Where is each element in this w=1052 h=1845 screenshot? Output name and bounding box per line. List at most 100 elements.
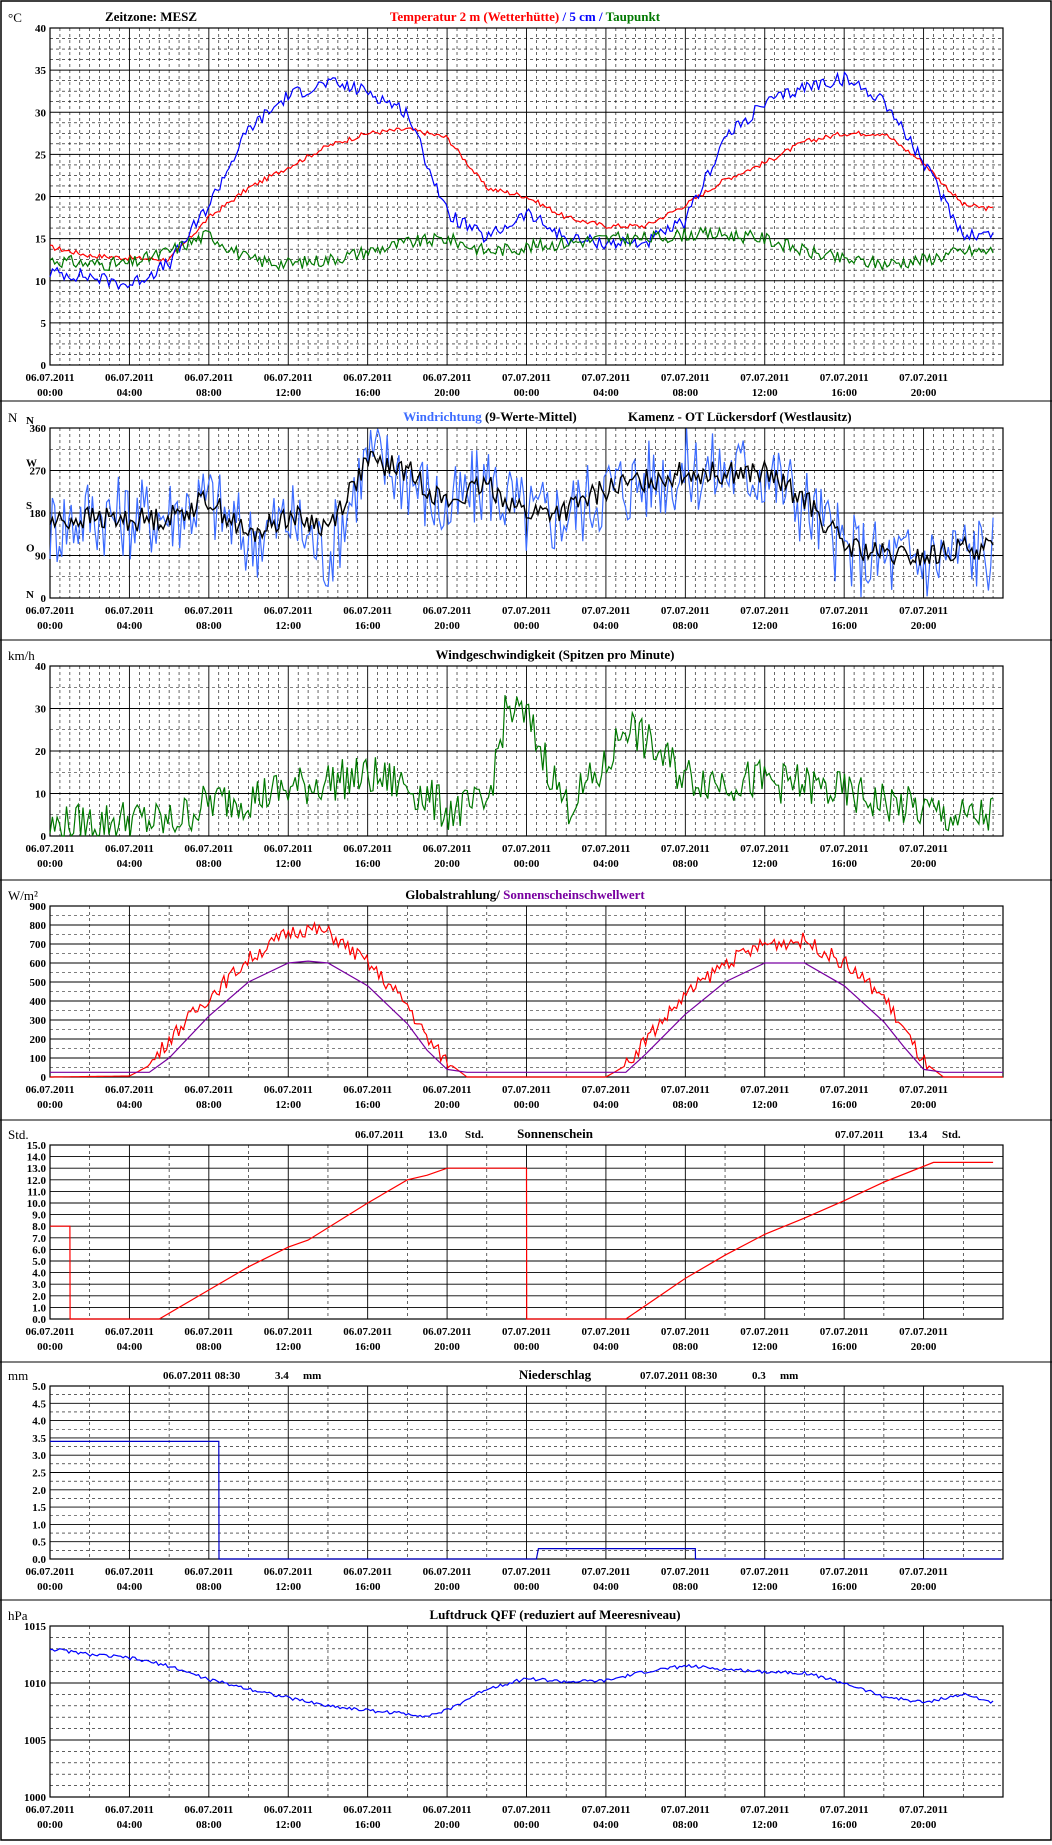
- y-tick-label: 1.0: [32, 1519, 46, 1531]
- series-line-qff: [50, 1648, 994, 1718]
- panel-pressure: 1000 1005 1010 1015 06.07.2011 00:00 06.07.201…: [8, 1607, 1004, 1831]
- x-tick-date: 07.07.2011: [661, 605, 710, 617]
- y-tick-label: 15: [35, 234, 47, 246]
- x-tick-date: 07.07.2011: [820, 1084, 869, 1096]
- x-tick-date: 06.07.2011: [105, 605, 154, 617]
- x-tick-date: 07.07.2011: [502, 605, 551, 617]
- day1-date: 06.07.2011: [355, 1129, 404, 1141]
- x-tick-time: 08:00: [672, 858, 698, 870]
- y-tick-label: 6.0: [32, 1244, 46, 1256]
- y-tick-label: 1.0: [32, 1302, 46, 1314]
- x-tick-time: 08:00: [672, 1099, 698, 1111]
- y-tick-label: 360: [30, 423, 47, 435]
- x-tick-time: 20:00: [911, 387, 937, 399]
- chart-title: Luftdruck QFF (reduziert auf Meeresnivea…: [429, 1607, 680, 1622]
- y-tick-label: 2.0: [32, 1291, 46, 1303]
- x-tick-time: 16:00: [831, 1819, 857, 1831]
- y-tick-label: 3.0: [32, 1279, 46, 1291]
- x-tick-time: 12:00: [752, 387, 778, 399]
- title-part: /: [596, 9, 606, 24]
- y-tick-label: 200: [30, 1034, 47, 1046]
- x-tick-time: 12:00: [752, 620, 778, 632]
- x-tick-date: 07.07.2011: [581, 1084, 630, 1096]
- x-tick-date: 06.07.2011: [184, 1566, 233, 1578]
- x-tick-time: 16:00: [831, 387, 857, 399]
- x-tick-time: 00:00: [37, 1819, 63, 1831]
- x-tick-time: 04:00: [117, 1819, 143, 1831]
- x-tick-date: 06.07.2011: [264, 843, 313, 855]
- x-tick-date: 07.07.2011: [899, 1326, 948, 1338]
- day2-unit: mm: [780, 1370, 798, 1382]
- y-tick-label: 700: [30, 939, 47, 951]
- x-tick-date: 06.07.2011: [184, 1084, 233, 1096]
- x-tick-time: 04:00: [117, 1341, 143, 1353]
- x-tick-time: 04:00: [117, 858, 143, 870]
- x-tick-time: 08:00: [196, 858, 222, 870]
- x-tick-date: 07.07.2011: [820, 372, 869, 384]
- y-tick-label: 0: [41, 360, 47, 372]
- x-tick-time: 00:00: [37, 1099, 63, 1111]
- day1-value: 3.4: [275, 1370, 289, 1382]
- chart-title: Niederschlag: [519, 1367, 592, 1382]
- x-tick-date: 07.07.2011: [740, 1326, 789, 1338]
- panel-precipitation: 0.0 0.5 1.0 1.5 2.0 2.5 3.0 3.5 4.0 4.5 5.0 06.07.2…: [8, 1367, 1004, 1593]
- y-tick-label: 35: [35, 65, 47, 77]
- x-tick-time: 08:00: [196, 1341, 222, 1353]
- compass-label: W: [26, 458, 37, 470]
- x-tick-date: 07.07.2011: [820, 1326, 869, 1338]
- title-part: Taupunkt: [606, 9, 661, 24]
- y-unit-label: mm: [8, 1368, 28, 1383]
- x-tick-time: 00:00: [514, 387, 540, 399]
- y-tick-label: 4.0: [32, 1268, 46, 1280]
- x-tick-date: 06.07.2011: [423, 605, 472, 617]
- y-tick-label: 180: [30, 508, 47, 520]
- x-tick-time: 04:00: [593, 858, 619, 870]
- x-tick-date: 07.07.2011: [661, 843, 710, 855]
- day2-value: 0.3: [752, 1370, 766, 1382]
- y-tick-label: 40: [35, 661, 47, 673]
- x-tick-date: 06.07.2011: [423, 1084, 472, 1096]
- x-tick-date: 06.07.2011: [26, 1566, 75, 1578]
- compass-label: N: [26, 415, 34, 427]
- y-tick-label: 25: [35, 149, 47, 161]
- x-tick-date: 07.07.2011: [502, 1084, 551, 1096]
- x-tick-time: 04:00: [117, 387, 143, 399]
- y-tick-label: 900: [30, 901, 47, 913]
- y-tick-label: 0: [41, 831, 47, 843]
- series-line-dir-raw: [49, 428, 994, 598]
- x-tick-date: 06.07.2011: [343, 843, 392, 855]
- y-tick-label: 11.0: [27, 1186, 46, 1198]
- y-tick-label: 0: [41, 1072, 47, 1084]
- x-tick-time: 20:00: [911, 1581, 937, 1593]
- x-tick-time: 04:00: [117, 1099, 143, 1111]
- x-tick-time: 08:00: [672, 1341, 698, 1353]
- x-tick-time: 08:00: [672, 1819, 698, 1831]
- y-tick-label: 3.0: [32, 1450, 46, 1462]
- title-part: Sonnenscheinschwellwert: [503, 887, 645, 902]
- title-part: 5 cm: [569, 9, 596, 24]
- title-part: (9-Werte-Mittel): [482, 409, 577, 424]
- x-tick-date: 06.07.2011: [105, 1084, 154, 1096]
- x-tick-date: 06.07.2011: [343, 605, 392, 617]
- y-tick-label: 30: [35, 107, 47, 119]
- x-tick-time: 04:00: [593, 387, 619, 399]
- x-tick-date: 06.07.2011: [423, 1326, 472, 1338]
- x-tick-date: 07.07.2011: [581, 1804, 630, 1816]
- x-tick-date: 06.07.2011: [105, 1326, 154, 1338]
- y-tick-label: 300: [30, 1015, 47, 1027]
- x-tick-date: 07.07.2011: [740, 1084, 789, 1096]
- chart-title: Temperatur 2 m (Wetterhütte) / 5 cm / Ta…: [390, 9, 661, 24]
- x-tick-time: 04:00: [593, 1819, 619, 1831]
- y-unit-label: N: [8, 410, 18, 425]
- y-tick-label: 1.5: [32, 1502, 46, 1514]
- y-tick-label: 20: [35, 192, 47, 204]
- y-unit-label: hPa: [8, 1608, 28, 1623]
- title-part: Windrichtung: [403, 409, 482, 424]
- day2-date: 07.07.2011 08:30: [640, 1370, 718, 1382]
- x-tick-time: 16:00: [355, 1341, 381, 1353]
- x-tick-time: 08:00: [196, 620, 222, 632]
- x-tick-time: 12:00: [752, 1099, 778, 1111]
- x-tick-date: 06.07.2011: [343, 1566, 392, 1578]
